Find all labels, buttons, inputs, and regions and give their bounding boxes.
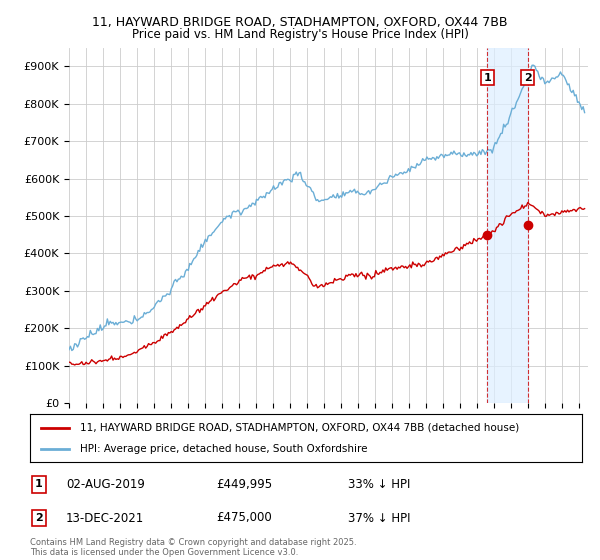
Text: £475,000: £475,000 bbox=[216, 511, 272, 525]
Text: 37% ↓ HPI: 37% ↓ HPI bbox=[348, 511, 410, 525]
Text: 13-DEC-2021: 13-DEC-2021 bbox=[66, 511, 144, 525]
Text: Contains HM Land Registry data © Crown copyright and database right 2025.
This d: Contains HM Land Registry data © Crown c… bbox=[30, 538, 356, 557]
Text: 33% ↓ HPI: 33% ↓ HPI bbox=[348, 478, 410, 491]
Text: 2: 2 bbox=[35, 513, 43, 523]
Text: Price paid vs. HM Land Registry's House Price Index (HPI): Price paid vs. HM Land Registry's House … bbox=[131, 28, 469, 41]
Text: 1: 1 bbox=[484, 73, 491, 82]
Bar bbox=[487, 48, 527, 403]
Text: 2: 2 bbox=[524, 73, 532, 82]
Text: £449,995: £449,995 bbox=[216, 478, 272, 491]
Text: 11, HAYWARD BRIDGE ROAD, STADHAMPTON, OXFORD, OX44 7BB (detached house): 11, HAYWARD BRIDGE ROAD, STADHAMPTON, OX… bbox=[80, 423, 519, 433]
Text: 11, HAYWARD BRIDGE ROAD, STADHAMPTON, OXFORD, OX44 7BB: 11, HAYWARD BRIDGE ROAD, STADHAMPTON, OX… bbox=[92, 16, 508, 29]
Text: HPI: Average price, detached house, South Oxfordshire: HPI: Average price, detached house, Sout… bbox=[80, 444, 367, 454]
Text: 02-AUG-2019: 02-AUG-2019 bbox=[66, 478, 145, 491]
Text: 1: 1 bbox=[35, 479, 43, 489]
